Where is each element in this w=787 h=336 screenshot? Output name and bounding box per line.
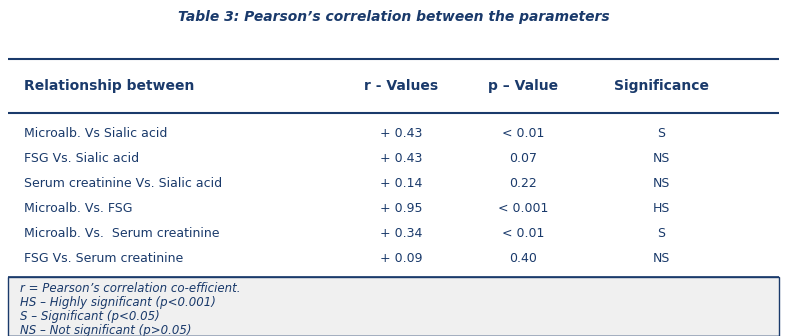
Text: S: S xyxy=(657,226,665,240)
Text: FSG Vs. Serum creatinine: FSG Vs. Serum creatinine xyxy=(24,252,183,264)
Text: Microalb. Vs.  Serum creatinine: Microalb. Vs. Serum creatinine xyxy=(24,226,219,240)
Text: NS – Not significant (p>0.05): NS – Not significant (p>0.05) xyxy=(20,324,191,336)
Text: < 0.001: < 0.001 xyxy=(498,202,549,215)
Text: 0.07: 0.07 xyxy=(509,152,538,165)
Text: FSG Vs. Sialic acid: FSG Vs. Sialic acid xyxy=(24,152,139,165)
Text: Microalb. Vs Sialic acid: Microalb. Vs Sialic acid xyxy=(24,127,167,140)
Text: p – Value: p – Value xyxy=(488,79,559,93)
Text: < 0.01: < 0.01 xyxy=(502,226,545,240)
Text: r = Pearson’s correlation co-efficient.: r = Pearson’s correlation co-efficient. xyxy=(20,282,240,295)
Text: + 0.43: + 0.43 xyxy=(380,127,423,140)
Text: < 0.01: < 0.01 xyxy=(502,127,545,140)
Text: NS: NS xyxy=(652,152,670,165)
Text: S: S xyxy=(657,127,665,140)
Text: Microalb. Vs. FSG: Microalb. Vs. FSG xyxy=(24,202,132,215)
Text: + 0.14: + 0.14 xyxy=(380,177,423,190)
Text: 0.22: 0.22 xyxy=(509,177,538,190)
Text: 0.40: 0.40 xyxy=(509,252,538,264)
Text: r - Values: r - Values xyxy=(364,79,438,93)
Text: HS – Highly significant (p<0.001): HS – Highly significant (p<0.001) xyxy=(20,296,216,309)
Text: Serum creatinine Vs. Sialic acid: Serum creatinine Vs. Sialic acid xyxy=(24,177,222,190)
Text: + 0.09: + 0.09 xyxy=(380,252,423,264)
Text: S – Significant (p<0.05): S – Significant (p<0.05) xyxy=(20,310,160,323)
Text: Significance: Significance xyxy=(614,79,708,93)
Text: Table 3: Pearson’s correlation between the parameters: Table 3: Pearson’s correlation between t… xyxy=(178,10,609,24)
Text: HS: HS xyxy=(652,202,670,215)
Text: NS: NS xyxy=(652,177,670,190)
Text: + 0.43: + 0.43 xyxy=(380,152,423,165)
Text: Relationship between: Relationship between xyxy=(24,79,194,93)
Text: + 0.34: + 0.34 xyxy=(380,226,423,240)
Text: + 0.95: + 0.95 xyxy=(380,202,423,215)
Bar xyxy=(8,277,779,336)
Text: NS: NS xyxy=(652,252,670,264)
